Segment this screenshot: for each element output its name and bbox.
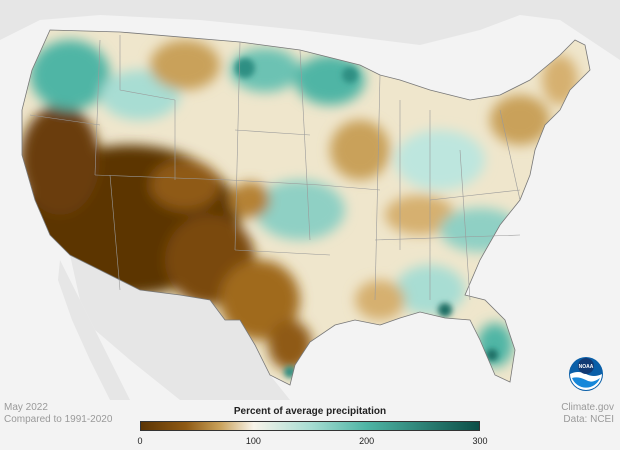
baseline-label: Compared to 1991-2020	[4, 414, 113, 425]
legend-title: Percent of average precipitation	[233, 406, 387, 417]
legend-tick-label: 100	[245, 436, 261, 446]
noaa-logo: NOAA	[569, 357, 603, 391]
surrounding-land	[0, 0, 620, 400]
precipitation-map	[0, 0, 620, 400]
legend-tick-label: 0	[137, 436, 143, 446]
svg-text:NOAA: NOAA	[579, 364, 594, 370]
period-label: May 2022	[4, 402, 48, 413]
state-borders	[21, 29, 591, 386]
period-caption: May 2022 Compared to 1991-2020	[4, 402, 112, 426]
legend-tick-label: 200	[359, 436, 375, 446]
credit-label: Climate.gov	[561, 402, 614, 413]
source-label: Data: NCEI	[563, 414, 614, 425]
legend-color-bar	[140, 421, 480, 431]
credit-caption: Climate.gov Data: NCEI	[561, 402, 614, 426]
map-footer: May 2022 Compared to 1991-2020 Percent o…	[0, 398, 620, 450]
legend-tick-label: 300	[472, 436, 488, 446]
